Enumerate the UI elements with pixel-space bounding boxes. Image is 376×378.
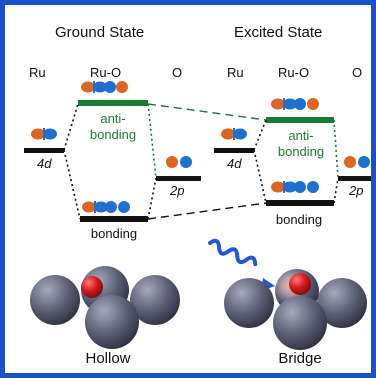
bridge-label: Bridge	[278, 350, 321, 367]
ground-o-2p-label: 2p	[169, 183, 184, 198]
ground-ru-orbital-icon	[31, 128, 57, 140]
ground-col-ruo: Ru-O	[90, 65, 121, 80]
ground-connectors	[63, 103, 81, 220]
hollow-oxygen-atom	[81, 276, 103, 298]
excited-bonding-level	[266, 200, 334, 206]
excited-state-title: Excited State	[234, 24, 322, 41]
ground-bonding-label: bonding	[91, 226, 137, 241]
excited-ru-orbital-icon	[221, 128, 247, 140]
ground-connectors-o	[147, 103, 157, 179]
ground-antibonding-label-2: bonding	[90, 127, 136, 142]
antibonding-shift-line	[147, 103, 267, 121]
excited-antibonding-label-2: bonding	[278, 144, 324, 159]
ground-o-orbital-icon	[166, 156, 192, 168]
ground-ru-4d-label: 4d	[37, 156, 52, 171]
excited-col-ru: Ru	[227, 65, 244, 80]
ground-bonding-orbital-icon	[82, 201, 130, 213]
excited-o-2p-label: 2p	[348, 183, 363, 198]
excited-antibonding-label-1: anti-	[288, 128, 313, 143]
ground-ru-4d-level	[24, 148, 64, 153]
bonding-shift-line	[147, 202, 267, 220]
bridge-oxygen-atom	[289, 273, 311, 295]
excited-bonding-label: bonding	[276, 212, 322, 227]
ground-col-ru: Ru	[29, 65, 46, 80]
excited-connectors	[253, 119, 339, 204]
ground-bonding-level	[80, 216, 148, 222]
excited-ru-4d-level	[214, 148, 254, 153]
ground-antibonding-level	[78, 100, 148, 106]
ground-state-title: Ground State	[55, 24, 144, 41]
ground-antibonding-label-1: anti-	[100, 111, 125, 126]
excited-antibonding-orbital-icon	[271, 98, 319, 110]
excited-o-2p-level	[338, 176, 371, 181]
bridge-cluster	[224, 269, 367, 350]
ground-antibonding-orbital-icon	[81, 81, 128, 93]
hollow-cluster	[30, 266, 180, 349]
excited-ru-4d-label: 4d	[227, 156, 242, 171]
excited-o-orbital-icon	[344, 156, 370, 168]
hollow-label: Hollow	[85, 350, 130, 367]
ground-col-o: O	[172, 65, 182, 80]
excited-antibonding-level	[266, 117, 334, 123]
ground-o-2p-level	[156, 176, 201, 181]
excited-col-o: O	[352, 65, 362, 80]
excited-col-ruo: Ru-O	[278, 65, 309, 80]
excited-bonding-orbital-icon	[271, 181, 319, 193]
